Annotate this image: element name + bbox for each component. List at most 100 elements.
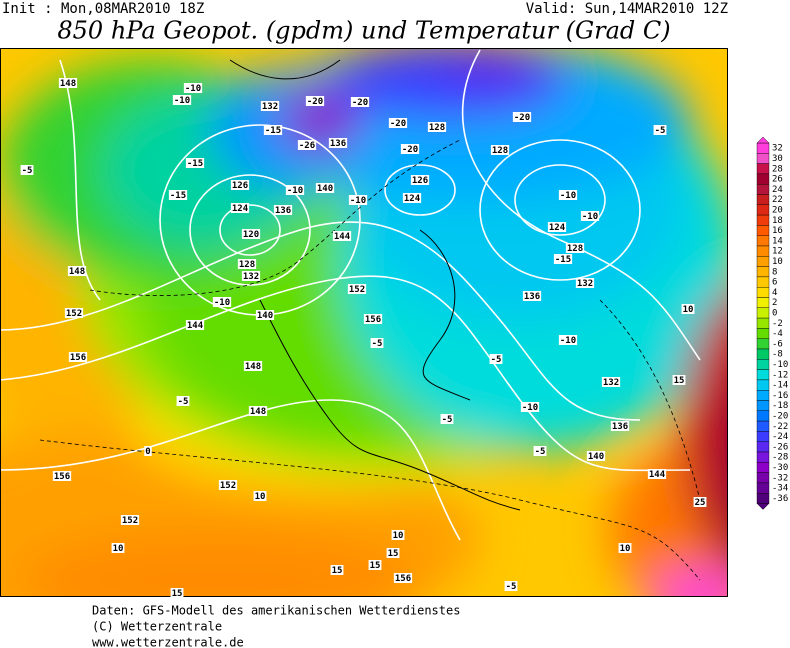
contour-label: 128 — [492, 146, 508, 156]
contour-label: 128 — [239, 260, 255, 270]
colorbar-swatch — [756, 462, 770, 473]
contour-label-box — [328, 138, 348, 148]
colorbar-swatch — [756, 266, 770, 278]
colorbar-swatch — [756, 359, 770, 370]
contour-label-box — [653, 125, 667, 135]
contour-label: 128 — [567, 244, 583, 254]
map-title: 850 hPa Geopot. (gpdm) und Temperatur (G… — [57, 17, 670, 45]
contour-label-box — [347, 284, 367, 294]
colorbar-label: -26 — [772, 442, 788, 452]
contour-label: -20 — [514, 113, 530, 123]
contour-label: 156 — [70, 353, 86, 363]
contour-label: 15 — [172, 589, 183, 599]
isotherms — [39, 139, 701, 581]
contour-label: 148 — [60, 79, 76, 89]
contour-label-box — [248, 406, 268, 416]
contour-label-box — [522, 291, 542, 301]
colorbar-swatch — [756, 348, 770, 360]
colorbar-label: 32 — [772, 144, 783, 154]
contour-label-box — [558, 335, 578, 345]
contour-label-box — [111, 543, 125, 553]
colorbar-label: 26 — [772, 175, 783, 185]
contour-label-box — [368, 560, 382, 570]
contour-label: 140 — [317, 184, 333, 194]
footer-copyright: (C) Wetterzentrale — [92, 620, 222, 634]
contour-label-box — [273, 205, 293, 215]
colorbar-swatch — [756, 317, 770, 329]
contour-label-box — [263, 125, 283, 135]
contour-label: -5 — [22, 166, 33, 176]
contour-label-box — [386, 548, 400, 558]
colorbar-label: -20 — [772, 411, 788, 421]
contour-label-box — [260, 101, 280, 111]
contour-label: -5 — [506, 582, 517, 592]
contour-label: 132 — [262, 102, 278, 112]
isohypses — [0, 49, 701, 541]
contour-label: -15 — [170, 191, 186, 201]
contour-label-box — [144, 446, 152, 456]
contour-label: 152 — [66, 309, 82, 319]
contour-label: -10 — [287, 186, 303, 196]
colorbar-label: 4 — [772, 288, 777, 298]
contour-label: 15 — [370, 561, 381, 571]
colorbar-swatch — [756, 307, 770, 319]
contour-label: -20 — [402, 145, 418, 155]
contour-label-box — [218, 480, 238, 490]
valid-time: Valid: Sun,14MAR2010 12Z — [526, 1, 728, 17]
footer-url: www.wetterzentrale.de — [92, 636, 244, 648]
colorbar-label: 22 — [772, 195, 783, 205]
colorbar-label: 0 — [772, 308, 777, 318]
colorbar-swatch — [756, 225, 770, 236]
colorbar-swatch — [756, 235, 770, 247]
contour-label-box — [440, 414, 454, 424]
contour-label-box — [647, 469, 667, 479]
colorbar-tip — [756, 136, 770, 144]
contour-label: -5 — [372, 339, 383, 349]
contour-labels: 148 -10 -10 132 -20 -20 -20 -20 -5 -15 -26 136 -20 12… — [20, 78, 707, 599]
contour-label: -20 — [307, 97, 323, 107]
contour-label: 124 — [232, 204, 249, 214]
contour-label-box — [350, 97, 370, 107]
colorbar-label: -32 — [772, 473, 788, 483]
contour-label: 136 — [612, 422, 628, 432]
contour-label-box — [693, 497, 707, 507]
contour-label: 10 — [620, 544, 631, 554]
colorbar-swatch — [756, 338, 770, 350]
contour-label-box — [58, 78, 78, 88]
contour-label: 136 — [275, 206, 291, 216]
colorbar-label: 8 — [772, 267, 777, 277]
contour-label-box — [565, 243, 585, 253]
footer-source: Daten: GFS-Modell des amerikanischen Wet… — [92, 604, 460, 618]
contour-label-box — [520, 402, 540, 412]
contour-label-box — [363, 314, 383, 324]
contour-label: 128 — [429, 123, 445, 133]
contour-label: 132 — [603, 378, 619, 388]
colorbar-label: -22 — [772, 422, 788, 432]
contour-label: 156 — [365, 315, 381, 325]
colorbar-swatch — [756, 379, 770, 391]
contour-label-box — [168, 190, 188, 200]
contour-label-box — [176, 396, 190, 406]
contour-label-box — [332, 231, 352, 241]
contour-label: -5 — [491, 355, 502, 365]
colorbar-label: 16 — [772, 226, 783, 236]
contour-label: -15 — [555, 255, 571, 265]
contour-label-box — [212, 297, 232, 307]
contour-label: -15 — [265, 126, 281, 136]
contour-label: 132 — [243, 272, 259, 282]
contour-label: 10 — [255, 492, 266, 502]
contour-label-box — [681, 304, 695, 314]
contour-label-box — [504, 581, 518, 591]
contour-label: 152 — [220, 481, 236, 491]
contour-label-box — [400, 144, 420, 154]
contour-label: -10 — [350, 196, 366, 206]
contour-label: -20 — [390, 119, 406, 129]
colorbar-swatch — [756, 482, 770, 494]
colorbar-label: -18 — [772, 401, 788, 411]
contour-label: 10 — [113, 544, 124, 554]
colorbar-label: -34 — [772, 484, 788, 494]
contour-label-box — [427, 122, 447, 132]
contour-label: 15 — [388, 549, 399, 559]
contour-label-box — [253, 491, 267, 501]
colorbar-swatch — [756, 472, 770, 484]
